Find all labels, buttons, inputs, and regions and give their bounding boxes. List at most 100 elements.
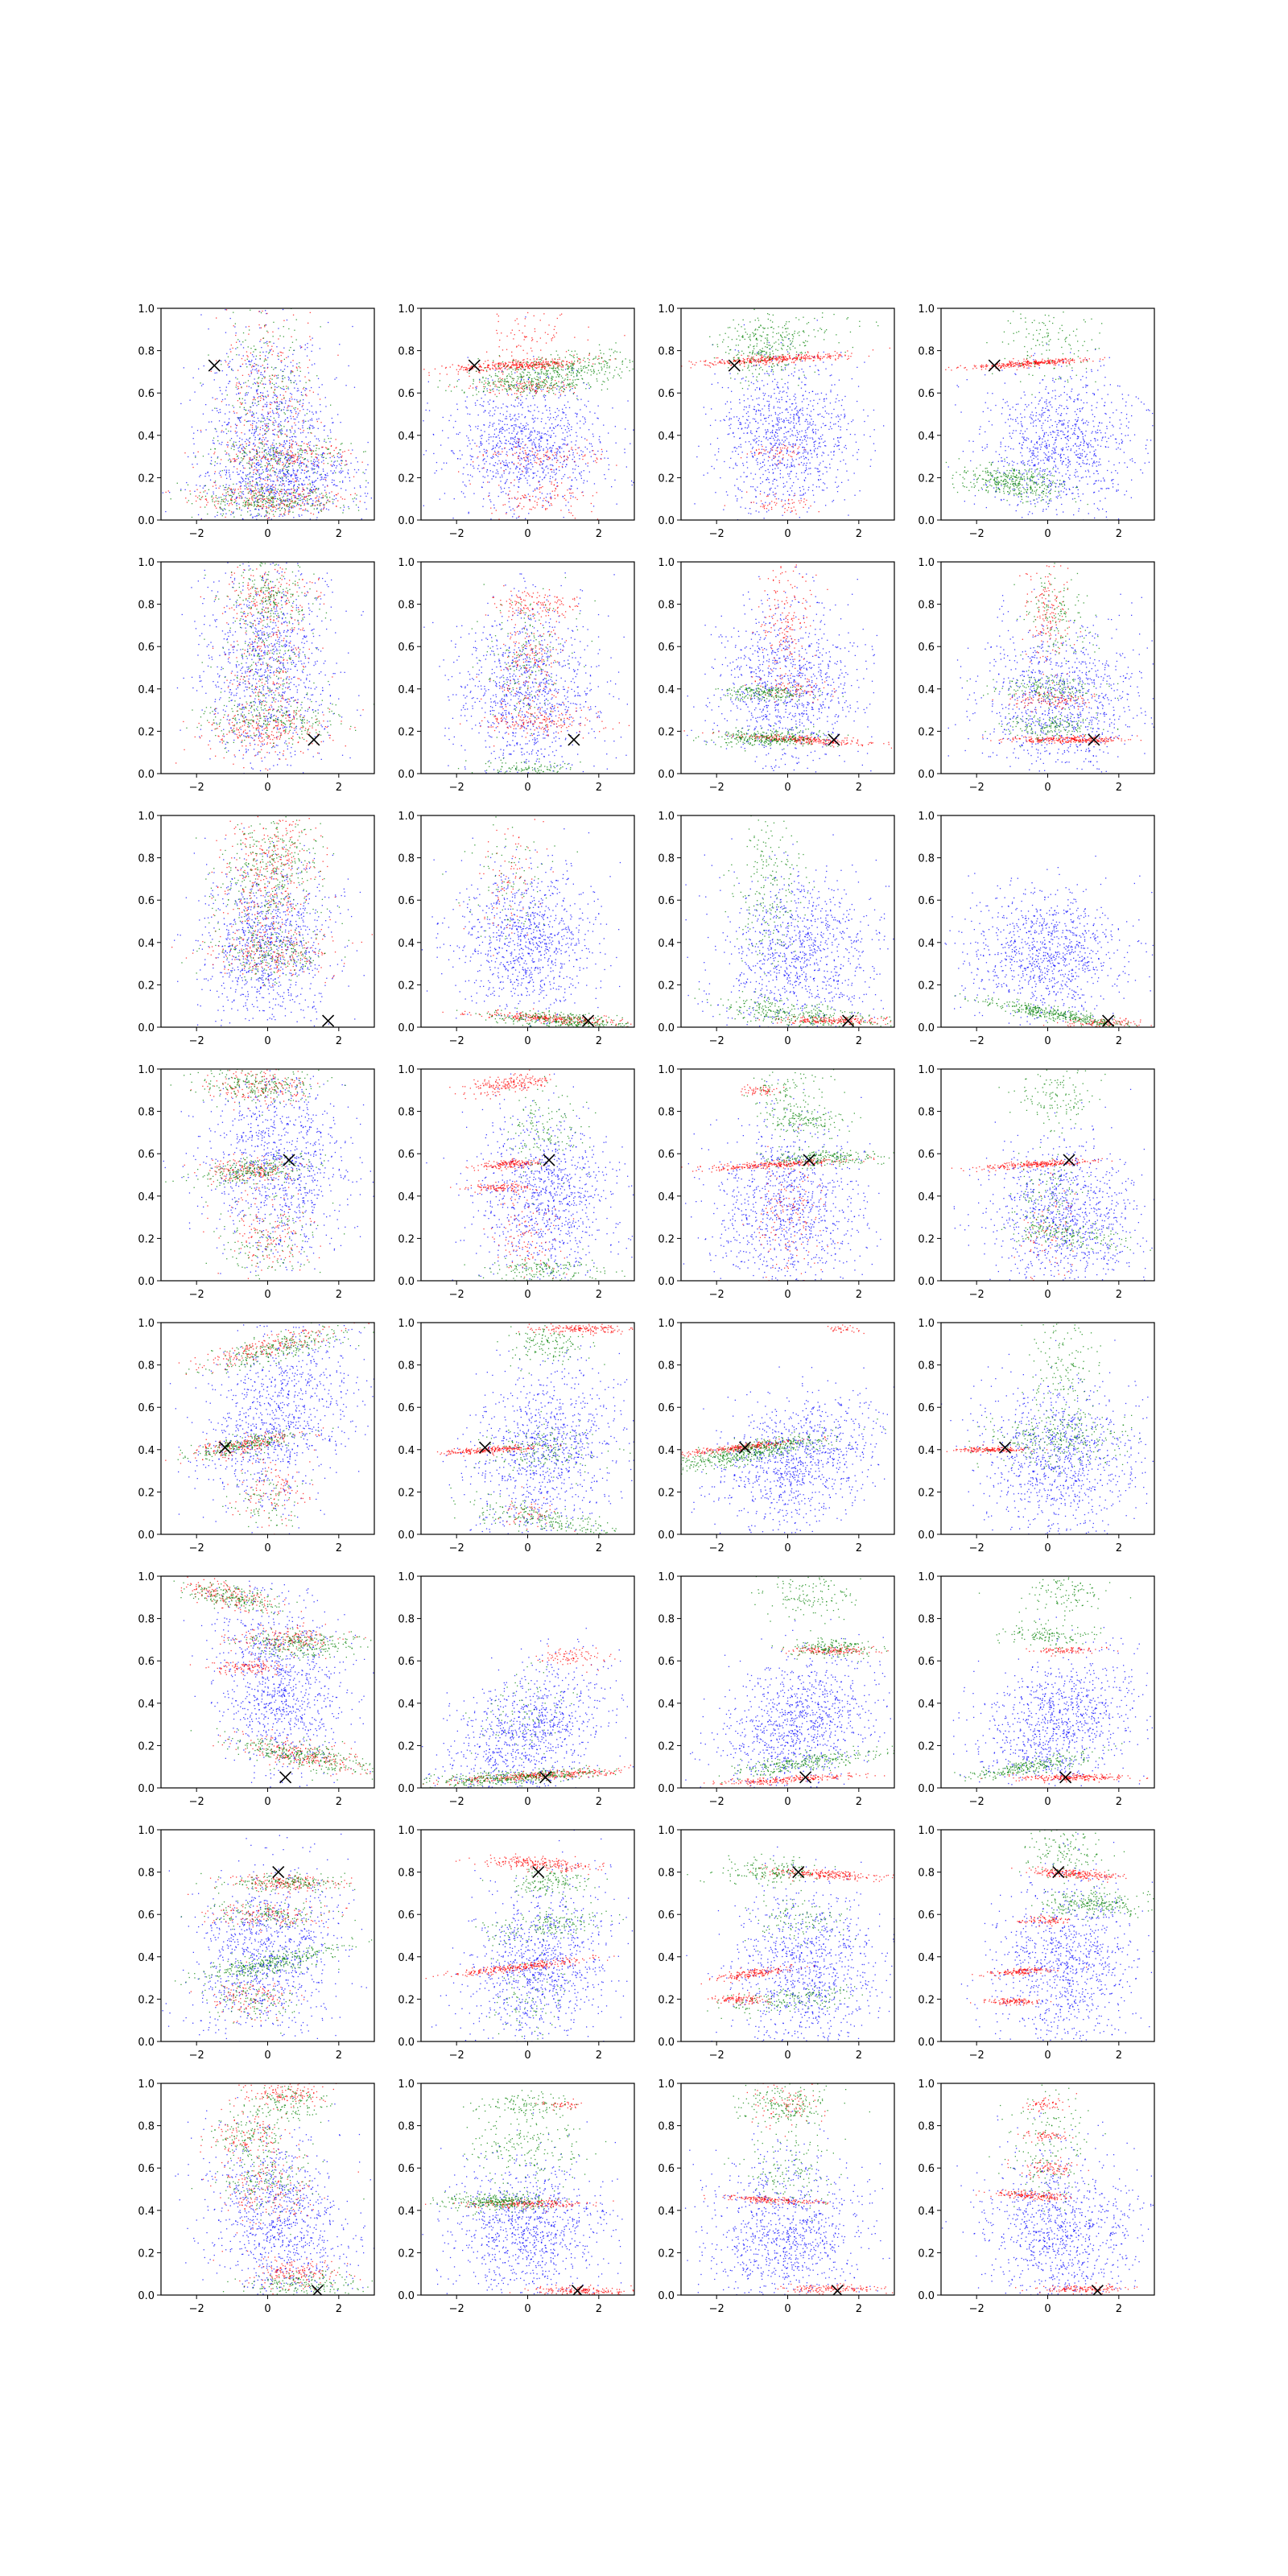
blue-point (222, 399, 223, 400)
blue-point (282, 388, 283, 389)
red-point (337, 355, 338, 356)
blue-point (288, 458, 289, 459)
green-point (272, 383, 273, 384)
blue-point (527, 438, 528, 439)
blue-point (528, 428, 529, 429)
blue-point (521, 379, 522, 380)
green-point (538, 377, 539, 378)
green-point (253, 351, 254, 352)
green-point (283, 326, 284, 327)
blue-point (289, 443, 290, 444)
green-point (598, 358, 599, 359)
blue-point (471, 448, 472, 449)
blue-point (301, 514, 302, 515)
red-point (505, 368, 506, 369)
green-point (556, 351, 557, 352)
green-point (264, 325, 265, 326)
blue-point (505, 430, 506, 431)
green-point (330, 405, 331, 406)
red-point (305, 449, 306, 450)
blue-point (501, 468, 502, 469)
green-point (219, 507, 220, 508)
blue-point (555, 448, 556, 449)
blue-point (550, 451, 551, 452)
green-point (254, 504, 255, 505)
green-point (526, 375, 527, 376)
red-point (248, 374, 249, 375)
green-point (245, 382, 246, 383)
blue-point (236, 484, 237, 485)
red-point (551, 469, 552, 470)
blue-point (279, 471, 280, 472)
red-point (253, 399, 254, 400)
red-point (467, 369, 468, 370)
red-point (517, 507, 518, 508)
blue-point (520, 446, 521, 447)
blue-point (554, 442, 555, 443)
red-point (267, 465, 268, 466)
red-point (519, 503, 520, 504)
red-point (260, 501, 261, 502)
red-point (316, 445, 317, 446)
blue-point (232, 496, 233, 497)
red-point (234, 459, 235, 460)
red-point (297, 408, 298, 409)
green-point (251, 505, 252, 506)
blue-point (339, 472, 340, 473)
green-point (256, 459, 257, 460)
red-point (263, 456, 264, 457)
blue-point (257, 462, 258, 463)
green-point (547, 387, 548, 388)
green-point (265, 396, 266, 397)
blue-point (624, 448, 625, 449)
red-point (323, 504, 324, 505)
blue-point (332, 422, 333, 423)
blue-point (307, 477, 308, 478)
blue-point (223, 431, 224, 432)
green-point (351, 443, 352, 444)
green-point (506, 389, 507, 390)
red-point (531, 362, 532, 363)
blue-point (255, 437, 256, 438)
blue-point (579, 455, 580, 456)
blue-point (530, 469, 531, 470)
blue-point (299, 345, 300, 346)
red-point (311, 454, 312, 455)
red-point (225, 489, 226, 490)
green-point (286, 457, 287, 458)
blue-point (318, 455, 319, 456)
green-point (319, 448, 320, 449)
blue-point (497, 471, 498, 472)
blue-point (311, 463, 312, 464)
green-point (299, 467, 300, 468)
red-point (236, 342, 237, 343)
blue-point (275, 498, 276, 499)
red-point (350, 453, 351, 454)
green-point (246, 498, 247, 499)
blue-point (486, 388, 487, 389)
red-point (307, 502, 308, 503)
red-point (519, 452, 520, 453)
blue-point (545, 455, 546, 456)
red-point (331, 445, 332, 446)
red-point (282, 464, 283, 465)
blue-point (365, 469, 366, 470)
blue-point (256, 413, 257, 414)
red-point (523, 350, 524, 351)
blue-point (254, 369, 255, 370)
green-point (575, 351, 576, 352)
green-point (513, 385, 514, 386)
green-point (258, 404, 259, 405)
red-point (267, 368, 268, 369)
red-point (240, 402, 241, 403)
green-point (601, 357, 602, 358)
blue-point (268, 489, 269, 490)
red-point (266, 313, 267, 314)
blue-point (498, 447, 499, 448)
blue-point (197, 430, 198, 431)
green-point (328, 501, 329, 502)
green-point (317, 504, 318, 505)
green-point (276, 449, 277, 450)
blue-point (219, 420, 220, 421)
red-point (261, 458, 262, 459)
